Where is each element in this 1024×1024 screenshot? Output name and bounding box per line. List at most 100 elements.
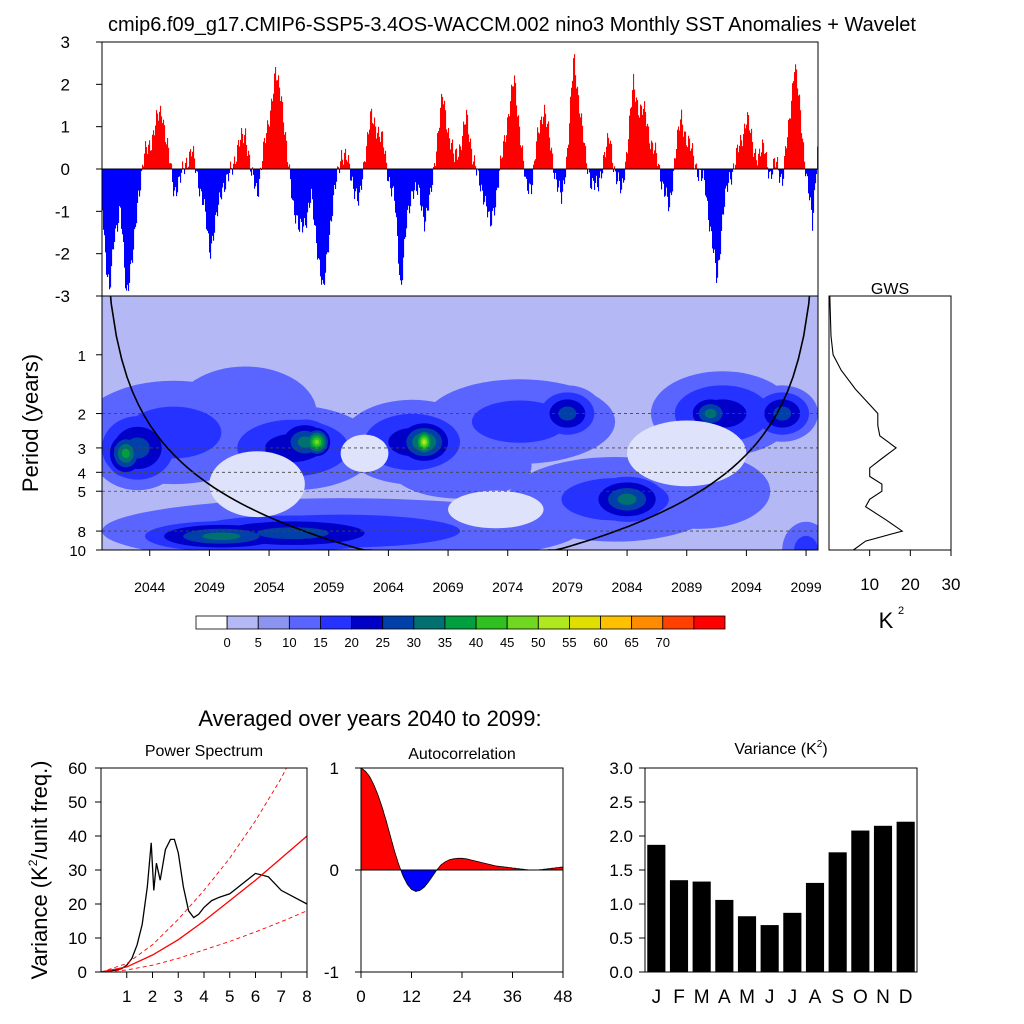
anomaly-bar <box>440 107 442 169</box>
anomaly-bar <box>636 97 638 169</box>
anomaly-bar <box>465 124 467 169</box>
anomaly-bar <box>319 169 321 260</box>
anomaly-bar <box>379 136 381 169</box>
anomaly-bar <box>390 169 392 189</box>
anomaly-bar <box>471 148 473 169</box>
anomaly-bar <box>793 81 795 169</box>
anomaly-bar <box>148 144 150 169</box>
anomaly-ytick-label: -3 <box>55 287 70 306</box>
anomaly-bar <box>756 160 758 169</box>
anomaly-ytick-label: 0 <box>61 160 70 179</box>
anomaly-bar <box>163 119 165 169</box>
anomaly-bar <box>562 169 564 192</box>
anomaly-bar <box>300 169 302 219</box>
anomaly-bar <box>316 169 318 244</box>
anomaly-bar <box>472 164 474 169</box>
anomaly-bar <box>415 169 417 183</box>
anomaly-bar <box>343 164 345 169</box>
anomaly-bar <box>555 169 557 173</box>
anomaly-bar <box>435 165 437 169</box>
anomaly-bar <box>312 169 314 200</box>
colorbar-label: 0 <box>224 635 231 650</box>
anomaly-bar <box>421 169 423 211</box>
variance-ytick-label: 2.5 <box>609 793 633 812</box>
anomaly-bar <box>120 169 122 208</box>
anomaly-bar <box>812 169 814 231</box>
anomaly-bar <box>719 169 721 260</box>
anomaly-bar <box>722 169 724 215</box>
anomaly-bar <box>124 169 126 268</box>
anomaly-bar <box>524 169 526 177</box>
anomaly-bar <box>434 163 436 169</box>
anomaly-bar <box>350 169 352 181</box>
anomaly-bar <box>480 169 482 192</box>
anomaly-bar <box>179 169 181 177</box>
anomaly-bar <box>579 113 581 169</box>
colorbar-swatch <box>600 615 633 630</box>
anomaly-bar <box>275 66 277 169</box>
gws-xlabel: K <box>879 608 894 633</box>
anomaly-bar <box>283 122 285 169</box>
anomaly-bar <box>162 123 164 169</box>
anomaly-bar <box>558 169 560 188</box>
anomaly-bar <box>610 140 612 169</box>
anomaly-bar <box>304 169 306 219</box>
anomaly-bar <box>446 129 448 169</box>
anomaly-bar <box>382 131 384 169</box>
anomaly-bar <box>481 169 483 185</box>
anomaly-bar <box>789 118 791 169</box>
anomaly-bar <box>326 169 328 255</box>
anomaly-bar <box>665 169 667 196</box>
anomaly-bar <box>270 110 272 169</box>
anomaly-bar <box>282 101 284 169</box>
anomaly-bar <box>550 150 552 169</box>
variance-bar <box>805 882 825 972</box>
anomaly-bar <box>604 151 606 169</box>
power-spectrum-ytick-label: 50 <box>68 793 87 812</box>
autocorrelation-ytick-label: 1 <box>330 759 339 778</box>
anomaly-bar <box>515 82 517 169</box>
anomaly-bar <box>613 169 615 173</box>
anomaly-bar <box>383 147 385 169</box>
anomaly-bar <box>236 161 238 169</box>
anomaly-bar <box>237 144 239 169</box>
anomaly-bar <box>780 169 782 177</box>
anomaly-bar <box>609 143 611 169</box>
anomaly-bar <box>492 169 494 211</box>
anomaly-bar <box>315 169 317 226</box>
anomaly-bar <box>308 169 310 203</box>
anomaly-bar <box>779 169 781 183</box>
anomaly-bar <box>387 169 389 181</box>
anomaly-bar <box>154 135 156 169</box>
anomaly-bar <box>137 169 139 203</box>
anomaly-bar <box>497 169 499 188</box>
anomaly-bar <box>487 169 489 218</box>
anomaly-bar <box>533 164 535 169</box>
anomaly-bar <box>656 153 658 169</box>
anomaly-bar <box>732 169 734 172</box>
wavelet-xtick-label: 2059 <box>313 579 344 595</box>
anomaly-bar <box>716 169 718 283</box>
wavelet-ytick-label: 1 <box>78 348 86 365</box>
variance-ytick-label: 3.0 <box>609 759 633 778</box>
anomaly-bar <box>600 169 602 172</box>
anomaly-bar <box>371 108 373 169</box>
colorbar-swatch <box>537 615 570 630</box>
anomaly-bar <box>213 169 215 241</box>
anomaly-bar <box>654 150 656 169</box>
anomaly-bar <box>164 125 166 169</box>
anomaly-bar <box>372 122 374 169</box>
anomaly-bar <box>336 169 338 182</box>
colorbar-swatch <box>506 615 539 630</box>
anomaly-bar <box>365 161 367 169</box>
anomaly-bar <box>523 160 525 169</box>
anomaly-bar <box>160 105 162 169</box>
anomaly-bar <box>233 163 235 169</box>
anomaly-bar <box>537 127 539 169</box>
wavelet-contour <box>202 532 241 540</box>
colorbar-label: 65 <box>624 635 638 650</box>
anomaly-bar <box>693 155 695 169</box>
gws-title: GWS <box>871 281 909 298</box>
anomaly-bar <box>620 169 622 194</box>
